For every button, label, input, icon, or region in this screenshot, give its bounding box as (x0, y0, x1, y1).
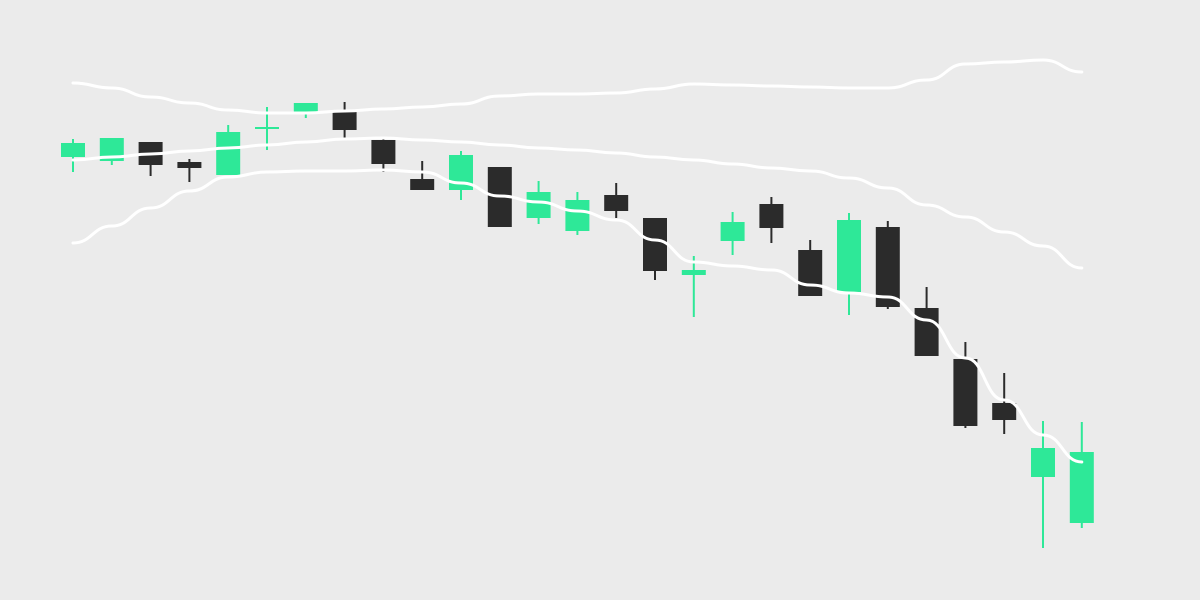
candle-body (604, 195, 629, 211)
candle-body (177, 162, 202, 168)
candle-26-up (1031, 421, 1055, 548)
candle-4-down (177, 159, 202, 182)
candle-14-up (565, 192, 590, 235)
candle-body (526, 192, 551, 218)
candle-body (681, 270, 706, 275)
candle-1-up (61, 139, 85, 172)
candle-5-up (216, 125, 241, 175)
candle-27-up (1069, 422, 1094, 528)
candle-body (992, 403, 1017, 420)
candle-body (99, 138, 124, 161)
candle-body (293, 103, 318, 114)
candle-body (837, 220, 861, 292)
candle-body (216, 132, 241, 175)
candle-body (914, 308, 939, 356)
overlay-line-3 (71, 168, 1084, 464)
candle-20-down (798, 240, 823, 296)
candle-19-down (759, 197, 784, 243)
candle-17-up (681, 256, 706, 317)
candle-body (371, 140, 396, 164)
candle-body (953, 359, 978, 426)
candle-body (643, 218, 667, 271)
candle-body (798, 250, 823, 296)
candle-8-down (332, 102, 357, 138)
candle-body (1069, 452, 1094, 523)
overlay-line-2 (71, 136, 1084, 270)
candle-body (332, 110, 357, 130)
candle-body (255, 127, 279, 129)
candle-body (720, 222, 745, 241)
candle-body (875, 227, 900, 307)
candle-body (410, 179, 435, 190)
candle-22-down (875, 221, 900, 309)
candle-body (61, 143, 85, 157)
candle-15-down (604, 183, 629, 218)
candle-10-down (410, 161, 435, 190)
candle-9-down (371, 137, 396, 172)
candle-7-up (293, 103, 318, 118)
candle-25-down (992, 373, 1017, 434)
candle-16-down (643, 218, 667, 280)
candle-18-up (720, 212, 745, 255)
overlay-line-1 (71, 58, 1084, 115)
candle-body (759, 204, 784, 228)
candle-body (565, 200, 590, 231)
candle-24-down (953, 342, 978, 428)
candle-2-up (99, 138, 124, 165)
overlay-lines (71, 58, 1084, 464)
candle-23-down (914, 287, 939, 356)
candle-21-up (837, 213, 861, 315)
candle-body (1031, 448, 1055, 477)
candles (61, 102, 1094, 548)
